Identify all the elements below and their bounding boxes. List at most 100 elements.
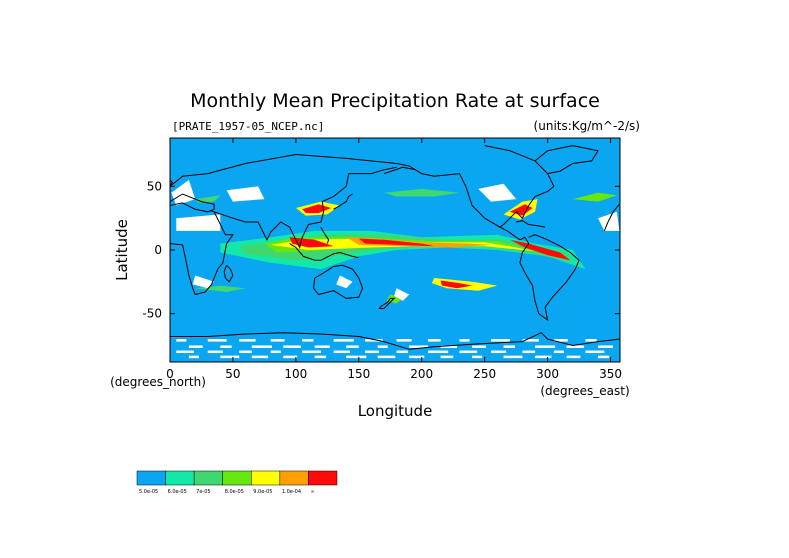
missing-data-strip bbox=[346, 345, 359, 348]
missing-data-strip bbox=[553, 350, 564, 354]
missing-data-strip bbox=[503, 355, 523, 359]
x-tick-label: 0 bbox=[166, 367, 174, 381]
missing-data-strip bbox=[377, 355, 396, 359]
missing-data-strip bbox=[566, 355, 581, 359]
coastline-7 bbox=[378, 297, 396, 309]
colorbar-swatch-0 bbox=[136, 470, 166, 486]
subtitle-file: [PRATE_1957-05_NCEP.nc] bbox=[172, 120, 324, 133]
missing-data-strip bbox=[503, 345, 515, 348]
x-tick-label: 100 bbox=[284, 367, 307, 381]
missing-data-region-1 bbox=[226, 186, 265, 202]
missing-data-strip bbox=[314, 345, 330, 348]
coastline-0 bbox=[170, 153, 410, 187]
missing-data-strip bbox=[302, 339, 314, 342]
missing-data-strip bbox=[585, 350, 605, 354]
missing-data-strip bbox=[251, 345, 272, 348]
coastline-4 bbox=[170, 210, 234, 296]
missing-data-strip bbox=[270, 339, 285, 342]
x-tick-label: 350 bbox=[599, 367, 622, 381]
precip-region-15 bbox=[195, 195, 221, 203]
missing-data-strip bbox=[207, 350, 223, 354]
missing-data-strip bbox=[522, 339, 539, 342]
y-axis-label: Latitude bbox=[113, 219, 131, 281]
precip-region-9 bbox=[440, 280, 473, 289]
colorbar-swatch-2 bbox=[193, 470, 223, 486]
precip-region-5 bbox=[358, 238, 435, 247]
missing-data-strip bbox=[176, 350, 194, 354]
coastline-12 bbox=[516, 220, 546, 228]
missing-data-strip bbox=[365, 339, 383, 342]
coastline-14 bbox=[170, 332, 620, 350]
colorbar-label-4: 9.0e-05 bbox=[253, 489, 272, 495]
precip-region-18 bbox=[572, 192, 617, 202]
chart-title: Monthly Mean Precipitation Rate at surfa… bbox=[190, 90, 600, 112]
colorbar-swatch-5 bbox=[279, 470, 309, 486]
colorbar-swatch-3 bbox=[222, 470, 252, 486]
y-tick-label: -50 bbox=[142, 307, 162, 321]
colorbar: 5.0e-05 6.0e-05 7e-05 8.0e-05 9.0e-05 1.0e-04… bbox=[136, 470, 338, 495]
missing-data-strip bbox=[585, 339, 597, 342]
missing-data-strip bbox=[188, 355, 199, 359]
missing-data-strip bbox=[597, 345, 614, 348]
missing-data-strip bbox=[535, 345, 556, 348]
x-tick-label: 200 bbox=[410, 367, 433, 381]
coastline-11 bbox=[499, 226, 580, 322]
missing-data-strip bbox=[220, 345, 232, 348]
missing-data-strip bbox=[490, 339, 510, 342]
missing-data-strip bbox=[333, 350, 350, 354]
colorbar-label-2: 7e-05 bbox=[196, 489, 210, 495]
x-unit-label: (degrees_east) bbox=[540, 384, 629, 398]
missing-data-strip bbox=[365, 350, 379, 354]
x-axis-label: Longitude bbox=[358, 402, 433, 420]
missing-data-strip bbox=[220, 355, 240, 359]
colorbar-label-0: 5.0e-05 bbox=[139, 489, 158, 495]
missing-data-strip bbox=[409, 345, 429, 348]
colorbar-label-5: 1.0e-04 bbox=[282, 489, 301, 495]
colorbar-swatch-6 bbox=[308, 470, 338, 486]
colorbar-swatch-1 bbox=[165, 470, 195, 486]
plot-area bbox=[170, 138, 620, 362]
missing-data-region-3 bbox=[478, 183, 517, 202]
missing-data-strip bbox=[239, 339, 256, 342]
missing-data-strip bbox=[428, 350, 449, 354]
y-tick-label: 0 bbox=[154, 243, 162, 257]
missing-data-region-2 bbox=[176, 214, 221, 231]
missing-data-strip bbox=[333, 339, 354, 342]
subtitle-units: (units:Kg/m^-2/s) bbox=[534, 119, 640, 133]
coastline-17 bbox=[383, 166, 416, 175]
missing-data-strip bbox=[283, 345, 301, 348]
x-tick-label: 150 bbox=[347, 367, 370, 381]
missing-data-strip bbox=[207, 339, 227, 342]
missing-data-strip bbox=[459, 339, 470, 342]
missing-data-strip bbox=[270, 350, 281, 354]
missing-data-strip bbox=[428, 339, 441, 342]
coastline-15 bbox=[223, 264, 234, 283]
missing-data-region-0 bbox=[171, 180, 196, 206]
precip-region-6 bbox=[509, 239, 571, 261]
missing-data-region-5 bbox=[192, 275, 215, 289]
x-tick-label: 300 bbox=[536, 367, 559, 381]
coastline-13 bbox=[534, 145, 599, 175]
missing-data-strip bbox=[459, 350, 478, 354]
colorbar-label-6: ∞ bbox=[310, 489, 314, 495]
coastline-10 bbox=[333, 193, 353, 210]
missing-data-strip bbox=[566, 345, 585, 348]
x-tick-label: 250 bbox=[473, 367, 496, 381]
y-tick-label: 50 bbox=[147, 179, 162, 193]
y-unit-label: (degrees_north) bbox=[110, 375, 206, 389]
coastline-8 bbox=[289, 243, 359, 261]
missing-data-strip bbox=[302, 350, 322, 354]
coastline-9 bbox=[320, 226, 330, 244]
missing-data-strip bbox=[553, 339, 568, 342]
coastline-3 bbox=[603, 203, 620, 232]
missing-data-strip bbox=[396, 350, 408, 354]
missing-data-strip bbox=[188, 345, 203, 348]
colorbar-label-3: 8.0e-05 bbox=[225, 489, 244, 495]
missing-data-strip bbox=[472, 345, 486, 348]
x-tick-label: 50 bbox=[225, 367, 240, 381]
coastline-16 bbox=[170, 179, 174, 186]
coastline-6 bbox=[312, 264, 364, 299]
missing-data-region-4 bbox=[394, 288, 410, 301]
missing-data-strip bbox=[396, 339, 412, 342]
coastline-2 bbox=[170, 193, 215, 213]
